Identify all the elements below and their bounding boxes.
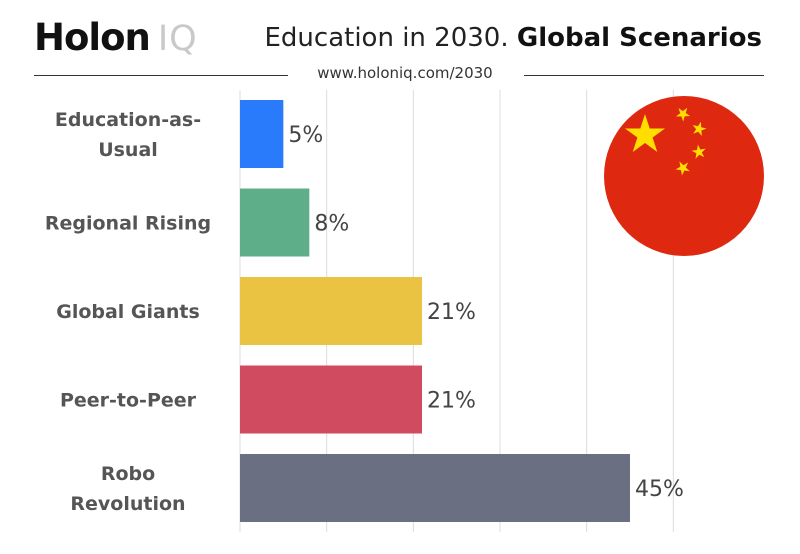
category-label: Usual (98, 139, 158, 161)
logo-holon-text: Holon (34, 16, 151, 59)
data-label: 45% (635, 477, 684, 502)
chart-title-main: Education in 2030. (264, 23, 509, 53)
flag-small-star (691, 144, 706, 159)
flag-small-star (692, 121, 707, 136)
flag-small-star (675, 161, 690, 176)
data-label: 21% (427, 300, 476, 325)
logo-iq-text: IQ (157, 19, 198, 59)
china-flag-icon (604, 96, 764, 256)
flag-background (604, 96, 764, 256)
chart-title: Education in 2030. Global Scenarios (264, 20, 762, 56)
category-label: Robo (101, 463, 155, 485)
category-label: Global Giants (56, 301, 200, 323)
data-label: 5% (288, 123, 323, 148)
category-label: Education-as- (55, 109, 201, 131)
bar (240, 277, 422, 345)
bar (240, 454, 630, 522)
category-label: Peer-to-Peer (60, 390, 197, 412)
header-divider-right (524, 75, 764, 76)
flag-large-star (625, 114, 665, 152)
header-divider-left (34, 75, 288, 76)
data-label: 21% (427, 389, 476, 414)
data-label: 8% (314, 212, 349, 237)
category-label: Revolution (70, 493, 185, 515)
category-label: Regional Rising (45, 213, 211, 235)
flag-small-star (675, 107, 691, 122)
holoniq-logo: Holon IQ (34, 16, 198, 60)
bar (240, 188, 310, 257)
bar (240, 100, 284, 168)
bar (240, 365, 422, 434)
chart-title-bold: Global Scenarios (516, 23, 762, 53)
source-url: www.holoniq.com/2030 (317, 64, 493, 82)
